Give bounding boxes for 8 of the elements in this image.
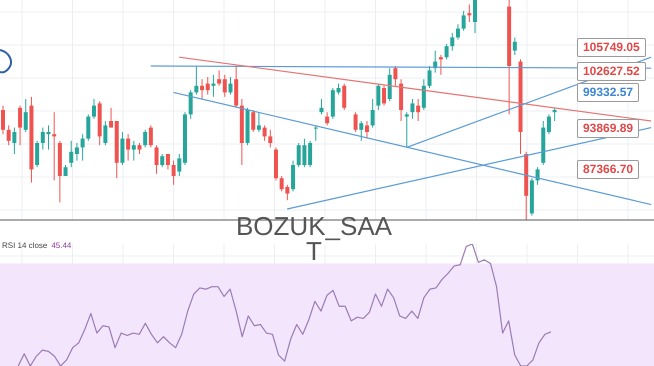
- annotation: 45.44: [51, 241, 72, 250]
- annotation: 93869.89: [577, 119, 640, 138]
- annotation: 87366.70: [577, 160, 640, 179]
- chart-title: RSI 14 close: [2, 241, 48, 250]
- annotation: 105749.05: [577, 38, 646, 57]
- annotation: 102627.52: [577, 62, 646, 81]
- annotation: BOZUK_SAA T: [234, 211, 394, 266]
- annotation: 99332.57: [577, 83, 640, 102]
